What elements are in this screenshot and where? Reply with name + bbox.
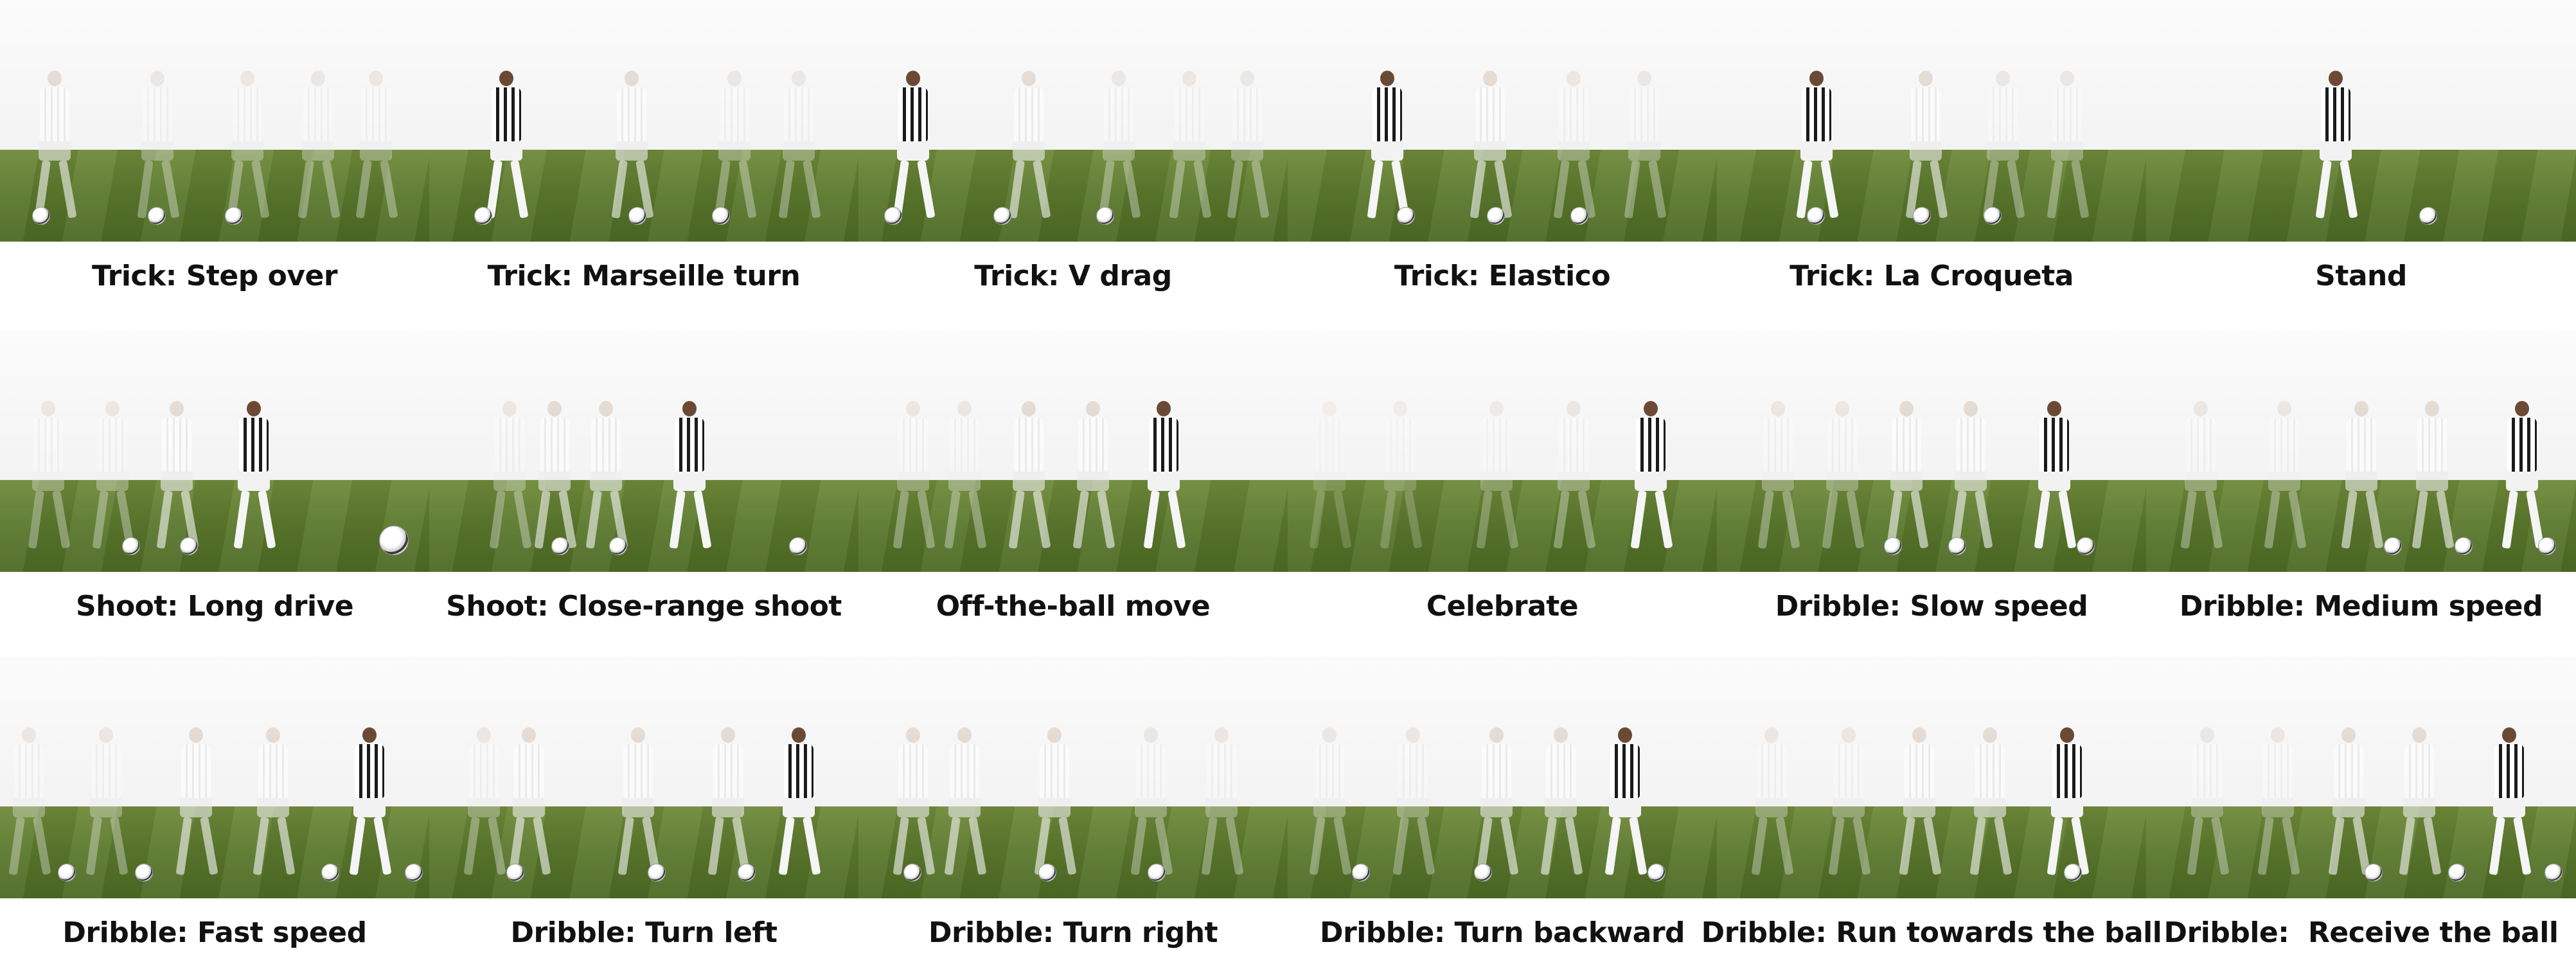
motion-caption: Dribble: Receive the ball (2163, 916, 2559, 949)
motion-caption: Shoot: Close-range shoot (446, 589, 842, 623)
motion-caption: Dribble: Turn right (928, 916, 1218, 949)
motion-caption: Off-the-ball move (936, 589, 1211, 623)
grid-cell: Trick: Elastico (1288, 0, 1717, 308)
motion-frame-image (429, 0, 858, 242)
grid-cell: Trick: Marseille turn (429, 0, 858, 308)
motion-caption: Dribble: Turn backward (1319, 916, 1685, 949)
grid-cell: Trick: V drag (858, 0, 1288, 308)
motion-caption: Shoot: Long drive (75, 589, 354, 623)
grid-cell: Off-the-ball move (858, 330, 1288, 639)
motion-caption: Dribble: Medium speed (2179, 589, 2543, 623)
motion-frame-image (2146, 330, 2576, 572)
motion-frame-image (2146, 657, 2576, 898)
motion-frame-image (0, 657, 429, 898)
motion-caption: Dribble: Fast speed (62, 916, 367, 949)
grid-cell: Dribble: Turn left (429, 657, 858, 965)
grid-row: Trick: Step over Trick: Marseille turn (0, 0, 2576, 321)
grid-cell: Shoot: Long drive (0, 330, 429, 639)
grid-row: Dribble: Fast speed Dribble: Turn left (0, 657, 2576, 978)
motion-frame-image (1288, 657, 1717, 898)
motion-caption: Dribble: Slow speed (1775, 589, 2088, 623)
grid-cell: Trick: La Croqueta (1717, 0, 2146, 308)
motion-caption: Trick: Marseille turn (487, 259, 801, 292)
motion-caption: Dribble: Turn left (510, 916, 777, 949)
motion-frame-image (0, 0, 429, 242)
grid-cell: Dribble: Medium speed (2146, 330, 2576, 639)
grid-cell: Dribble: Receive the ball (2146, 657, 2576, 965)
motion-frame-image (1717, 0, 2146, 242)
motion-frame-image (0, 330, 429, 572)
motion-frame-image (1717, 657, 2146, 898)
motion-caption: Trick: Elastico (1394, 259, 1611, 292)
grid-cell: Dribble: Turn backward (1288, 657, 1717, 965)
grid-row: Shoot: Long drive Shoot: Close-range sho… (0, 330, 2576, 652)
motion-frame-image (858, 657, 1288, 898)
motion-frame-image (858, 0, 1288, 242)
motion-caption: Dribble: Run towards the ball (1701, 916, 2162, 949)
grid-cell: Stand (2146, 0, 2576, 308)
grid-cell: Celebrate (1288, 330, 1717, 639)
grid-cell: Dribble: Run towards the ball (1701, 657, 2162, 965)
motion-frame-image (2146, 0, 2576, 242)
grid-cell: Dribble: Fast speed (0, 657, 429, 965)
grid-cell: Trick: Step over (0, 0, 429, 308)
motion-frame-image (858, 330, 1288, 572)
motion-frame-image (1288, 0, 1717, 242)
motion-caption: Trick: V drag (974, 259, 1172, 292)
motion-frame-image (429, 330, 858, 572)
motion-frame-image (1288, 330, 1717, 572)
grid-cell: Dribble: Slow speed (1717, 330, 2146, 639)
motion-caption: Celebrate (1426, 589, 1579, 623)
motion-frame-image (429, 657, 858, 898)
motion-frame-image (1717, 330, 2146, 572)
motion-caption: Trick: Step over (91, 259, 338, 292)
grid-cell: Shoot: Close-range shoot (429, 330, 858, 639)
motion-caption: Stand (2315, 259, 2407, 292)
grid-cell: Dribble: Turn right (858, 657, 1288, 965)
motion-caption: Trick: La Croqueta (1790, 259, 2074, 292)
